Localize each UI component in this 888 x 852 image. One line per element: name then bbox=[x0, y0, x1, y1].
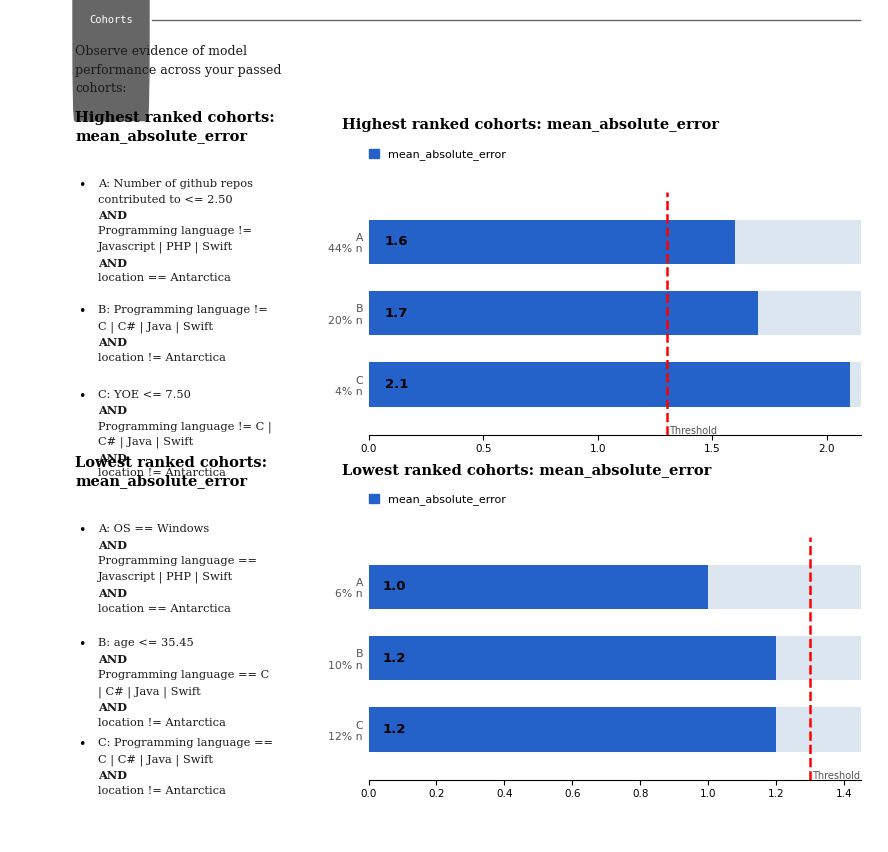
Text: •: • bbox=[78, 638, 85, 651]
Text: C: Programming language ==: C: Programming language == bbox=[98, 738, 273, 748]
Text: AND: AND bbox=[98, 257, 127, 268]
Text: AND: AND bbox=[98, 337, 127, 348]
Text: Observe evidence of model
performance across your passed
cohorts:: Observe evidence of model performance ac… bbox=[75, 45, 282, 95]
Text: 1.7: 1.7 bbox=[385, 307, 408, 320]
Text: contributed to <= 2.50: contributed to <= 2.50 bbox=[98, 194, 233, 204]
Text: AND: AND bbox=[98, 654, 127, 665]
Bar bbox=[369, 362, 850, 406]
Text: Lowest ranked cohorts: mean_absolute_error: Lowest ranked cohorts: mean_absolute_err… bbox=[342, 463, 711, 477]
Text: location == Antarctica: location == Antarctica bbox=[98, 273, 231, 284]
Text: 2.1: 2.1 bbox=[385, 378, 408, 391]
Text: AND: AND bbox=[98, 210, 127, 222]
Text: A: OS == Windows: A: OS == Windows bbox=[98, 524, 209, 534]
Text: C | C# | Java | Swift: C | C# | Java | Swift bbox=[98, 754, 213, 766]
Bar bbox=[369, 565, 709, 609]
Text: 1.2: 1.2 bbox=[382, 723, 406, 736]
Text: •: • bbox=[78, 179, 85, 192]
Text: C: YOE <= 7.50: C: YOE <= 7.50 bbox=[98, 389, 191, 400]
Text: Programming language == C: Programming language == C bbox=[98, 671, 269, 680]
Text: | C# | Java | Swift: | C# | Java | Swift bbox=[98, 686, 201, 698]
Text: location != Antarctica: location != Antarctica bbox=[98, 353, 226, 363]
Text: location != Antarctica: location != Antarctica bbox=[98, 718, 226, 728]
Text: B: age <= 35.45: B: age <= 35.45 bbox=[98, 638, 194, 648]
Bar bbox=[369, 707, 776, 751]
Text: Programming language ==: Programming language == bbox=[98, 556, 257, 566]
Text: Cohorts: Cohorts bbox=[89, 14, 133, 25]
Text: 1.0: 1.0 bbox=[382, 580, 406, 593]
Text: B: Programming language !=: B: Programming language != bbox=[98, 305, 267, 315]
Text: location != Antarctica: location != Antarctica bbox=[98, 469, 226, 479]
Text: Programming language != C |: Programming language != C | bbox=[98, 421, 272, 433]
Bar bbox=[369, 707, 861, 751]
Text: AND: AND bbox=[98, 406, 127, 417]
Text: •: • bbox=[78, 305, 85, 319]
Text: AND: AND bbox=[98, 540, 127, 551]
Bar bbox=[369, 565, 861, 609]
Text: location != Antarctica: location != Antarctica bbox=[98, 786, 226, 796]
Bar bbox=[369, 220, 735, 264]
Text: Programming language !=: Programming language != bbox=[98, 226, 252, 236]
Bar bbox=[369, 636, 861, 680]
Text: •: • bbox=[78, 389, 85, 403]
Text: A: Number of github repos: A: Number of github repos bbox=[98, 179, 253, 189]
Text: AND: AND bbox=[98, 452, 127, 463]
Text: Javascript | PHP | Swift: Javascript | PHP | Swift bbox=[98, 572, 234, 584]
Text: Threshold: Threshold bbox=[812, 771, 860, 781]
Text: Javascript | PHP | Swift: Javascript | PHP | Swift bbox=[98, 242, 234, 253]
Text: C# | Java | Swift: C# | Java | Swift bbox=[98, 437, 193, 448]
Text: AND: AND bbox=[98, 770, 127, 781]
Text: Lowest ranked cohorts:
mean_absolute_error: Lowest ranked cohorts: mean_absolute_err… bbox=[75, 456, 267, 487]
Legend: mean_absolute_error: mean_absolute_error bbox=[369, 149, 506, 160]
Text: C | C# | Java | Swift: C | C# | Java | Swift bbox=[98, 321, 213, 332]
Text: Threshold: Threshold bbox=[669, 426, 717, 436]
Text: Highest ranked cohorts: mean_absolute_error: Highest ranked cohorts: mean_absolute_er… bbox=[342, 118, 719, 132]
Text: 1.2: 1.2 bbox=[382, 652, 406, 665]
Text: •: • bbox=[78, 524, 85, 537]
Text: 1.6: 1.6 bbox=[385, 235, 408, 248]
Text: AND: AND bbox=[98, 702, 127, 713]
Text: location == Antarctica: location == Antarctica bbox=[98, 604, 231, 614]
Text: Highest ranked cohorts:
mean_absolute_error: Highest ranked cohorts: mean_absolute_er… bbox=[75, 111, 275, 142]
Bar bbox=[369, 291, 861, 335]
Legend: mean_absolute_error: mean_absolute_error bbox=[369, 494, 506, 505]
Bar bbox=[369, 220, 861, 264]
Bar bbox=[369, 636, 776, 680]
Text: AND: AND bbox=[98, 588, 127, 599]
Bar bbox=[369, 291, 758, 335]
FancyBboxPatch shape bbox=[73, 0, 149, 121]
Bar bbox=[369, 362, 861, 406]
Text: •: • bbox=[78, 738, 85, 751]
